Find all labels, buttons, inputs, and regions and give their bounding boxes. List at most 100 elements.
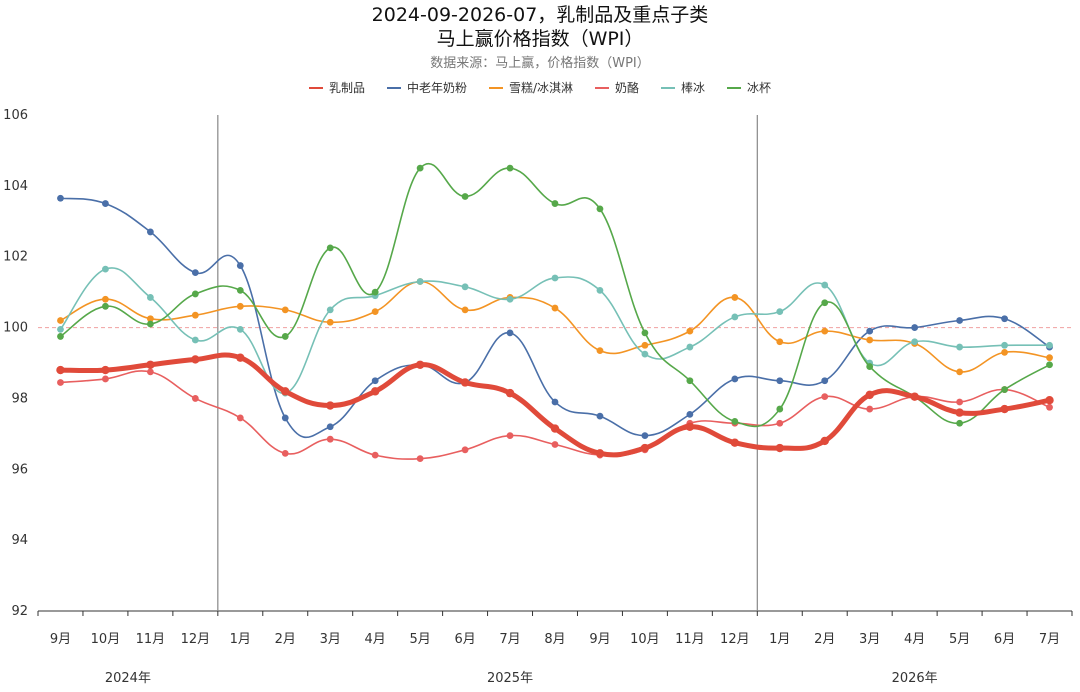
- data-point: [686, 327, 694, 335]
- legend-label: 棒冰: [681, 81, 706, 95]
- data-point: [102, 295, 109, 303]
- x-tick-label: 2月: [814, 632, 835, 647]
- data-point: [686, 343, 694, 351]
- data-point: [686, 410, 694, 418]
- data-point: [551, 274, 559, 282]
- series-line: [59, 267, 1051, 394]
- data-point: [326, 401, 335, 410]
- data-point: [955, 408, 964, 417]
- data-point: [775, 443, 784, 453]
- data-point: [506, 295, 514, 303]
- year-label: 2026年: [892, 671, 938, 686]
- data-point: [57, 333, 64, 340]
- data-point: [236, 302, 244, 310]
- data-point: [596, 412, 604, 420]
- legend-swatch: [661, 86, 676, 89]
- data-point: [641, 341, 649, 349]
- data-point: [1000, 404, 1009, 414]
- data-point: [461, 306, 469, 314]
- data-point: [731, 313, 739, 321]
- data-point: [371, 308, 379, 316]
- data-point: [370, 387, 380, 396]
- data-point: [415, 360, 425, 369]
- data-point: [326, 318, 334, 326]
- data-point: [551, 398, 559, 406]
- data-point: [910, 392, 919, 401]
- data-point: [1046, 361, 1053, 369]
- data-point: [821, 393, 829, 401]
- data-point: [236, 414, 244, 422]
- data-point: [956, 317, 964, 324]
- data-point: [57, 325, 64, 333]
- y-tick-label: 96: [11, 462, 28, 477]
- y-tick-label: 98: [11, 391, 28, 406]
- data-point: [326, 244, 334, 252]
- data-point: [326, 306, 334, 314]
- data-point: [57, 194, 64, 202]
- data-point: [866, 327, 874, 335]
- x-tick-label: 10月: [91, 632, 121, 647]
- data-point: [416, 278, 424, 285]
- data-point: [101, 365, 110, 375]
- x-tick-label: 2月: [275, 632, 296, 647]
- data-point: [191, 290, 199, 298]
- data-point: [1046, 403, 1053, 411]
- data-point: [191, 311, 199, 319]
- data-point: [821, 299, 829, 307]
- data-point: [956, 368, 964, 376]
- x-tick-label: 4月: [904, 632, 925, 647]
- data-point: [102, 200, 109, 207]
- year-label: 2024年: [105, 671, 151, 686]
- data-point: [191, 355, 200, 364]
- data-point: [146, 368, 154, 376]
- data-point: [102, 302, 109, 310]
- legend-item[interactable]: 奶酪: [595, 79, 639, 96]
- data-point: [281, 449, 289, 457]
- x-tick-label: 10月: [630, 632, 660, 647]
- data-point: [56, 365, 65, 375]
- legend-item[interactable]: 冰杯: [727, 79, 771, 96]
- x-tick-label: 1月: [769, 632, 790, 647]
- data-point: [236, 262, 244, 269]
- x-tick-label: 11月: [675, 632, 705, 647]
- data-point: [956, 419, 964, 427]
- legend-item[interactable]: 中老年奶粉: [386, 79, 467, 96]
- x-tick-label: 7月: [1039, 632, 1060, 647]
- legend-item[interactable]: 棒冰: [661, 79, 705, 96]
- data-point: [281, 333, 289, 340]
- data-point: [102, 265, 109, 273]
- data-point: [371, 377, 379, 385]
- data-point: [596, 286, 604, 294]
- chart-subtitle: 数据来源：马上赢，价格指数（WPI）: [430, 56, 650, 71]
- data-point: [146, 228, 154, 236]
- data-point: [640, 443, 650, 453]
- data-point: [146, 360, 155, 369]
- series-line: [59, 280, 1051, 373]
- data-point: [776, 308, 784, 316]
- x-tick-label: 11月: [136, 632, 166, 647]
- data-point: [1001, 386, 1008, 393]
- y-tick-label: 92: [11, 604, 28, 619]
- data-point: [1001, 341, 1008, 349]
- y-tick-label: 94: [11, 533, 28, 548]
- data-point: [911, 324, 919, 331]
- legend-item[interactable]: 雪糕/冰淇淋: [488, 79, 573, 96]
- data-point: [506, 432, 514, 440]
- data-point: [1046, 354, 1053, 362]
- x-tick-label: 3月: [320, 632, 341, 647]
- data-point: [596, 205, 604, 213]
- data-point: [1045, 396, 1054, 405]
- legend-item[interactable]: 乳制品: [308, 79, 365, 96]
- data-point: [57, 379, 64, 386]
- data-point: [911, 338, 919, 346]
- year-label: 2025年: [487, 671, 533, 686]
- data-point: [146, 315, 154, 323]
- legend-swatch: [488, 86, 503, 89]
- x-tick-label: 12月: [720, 632, 750, 647]
- data-point: [821, 377, 829, 385]
- x-tick-label: 5月: [409, 632, 430, 647]
- x-tick-label: 6月: [994, 632, 1015, 647]
- y-tick-label: 104: [3, 179, 28, 194]
- data-point: [1001, 348, 1008, 356]
